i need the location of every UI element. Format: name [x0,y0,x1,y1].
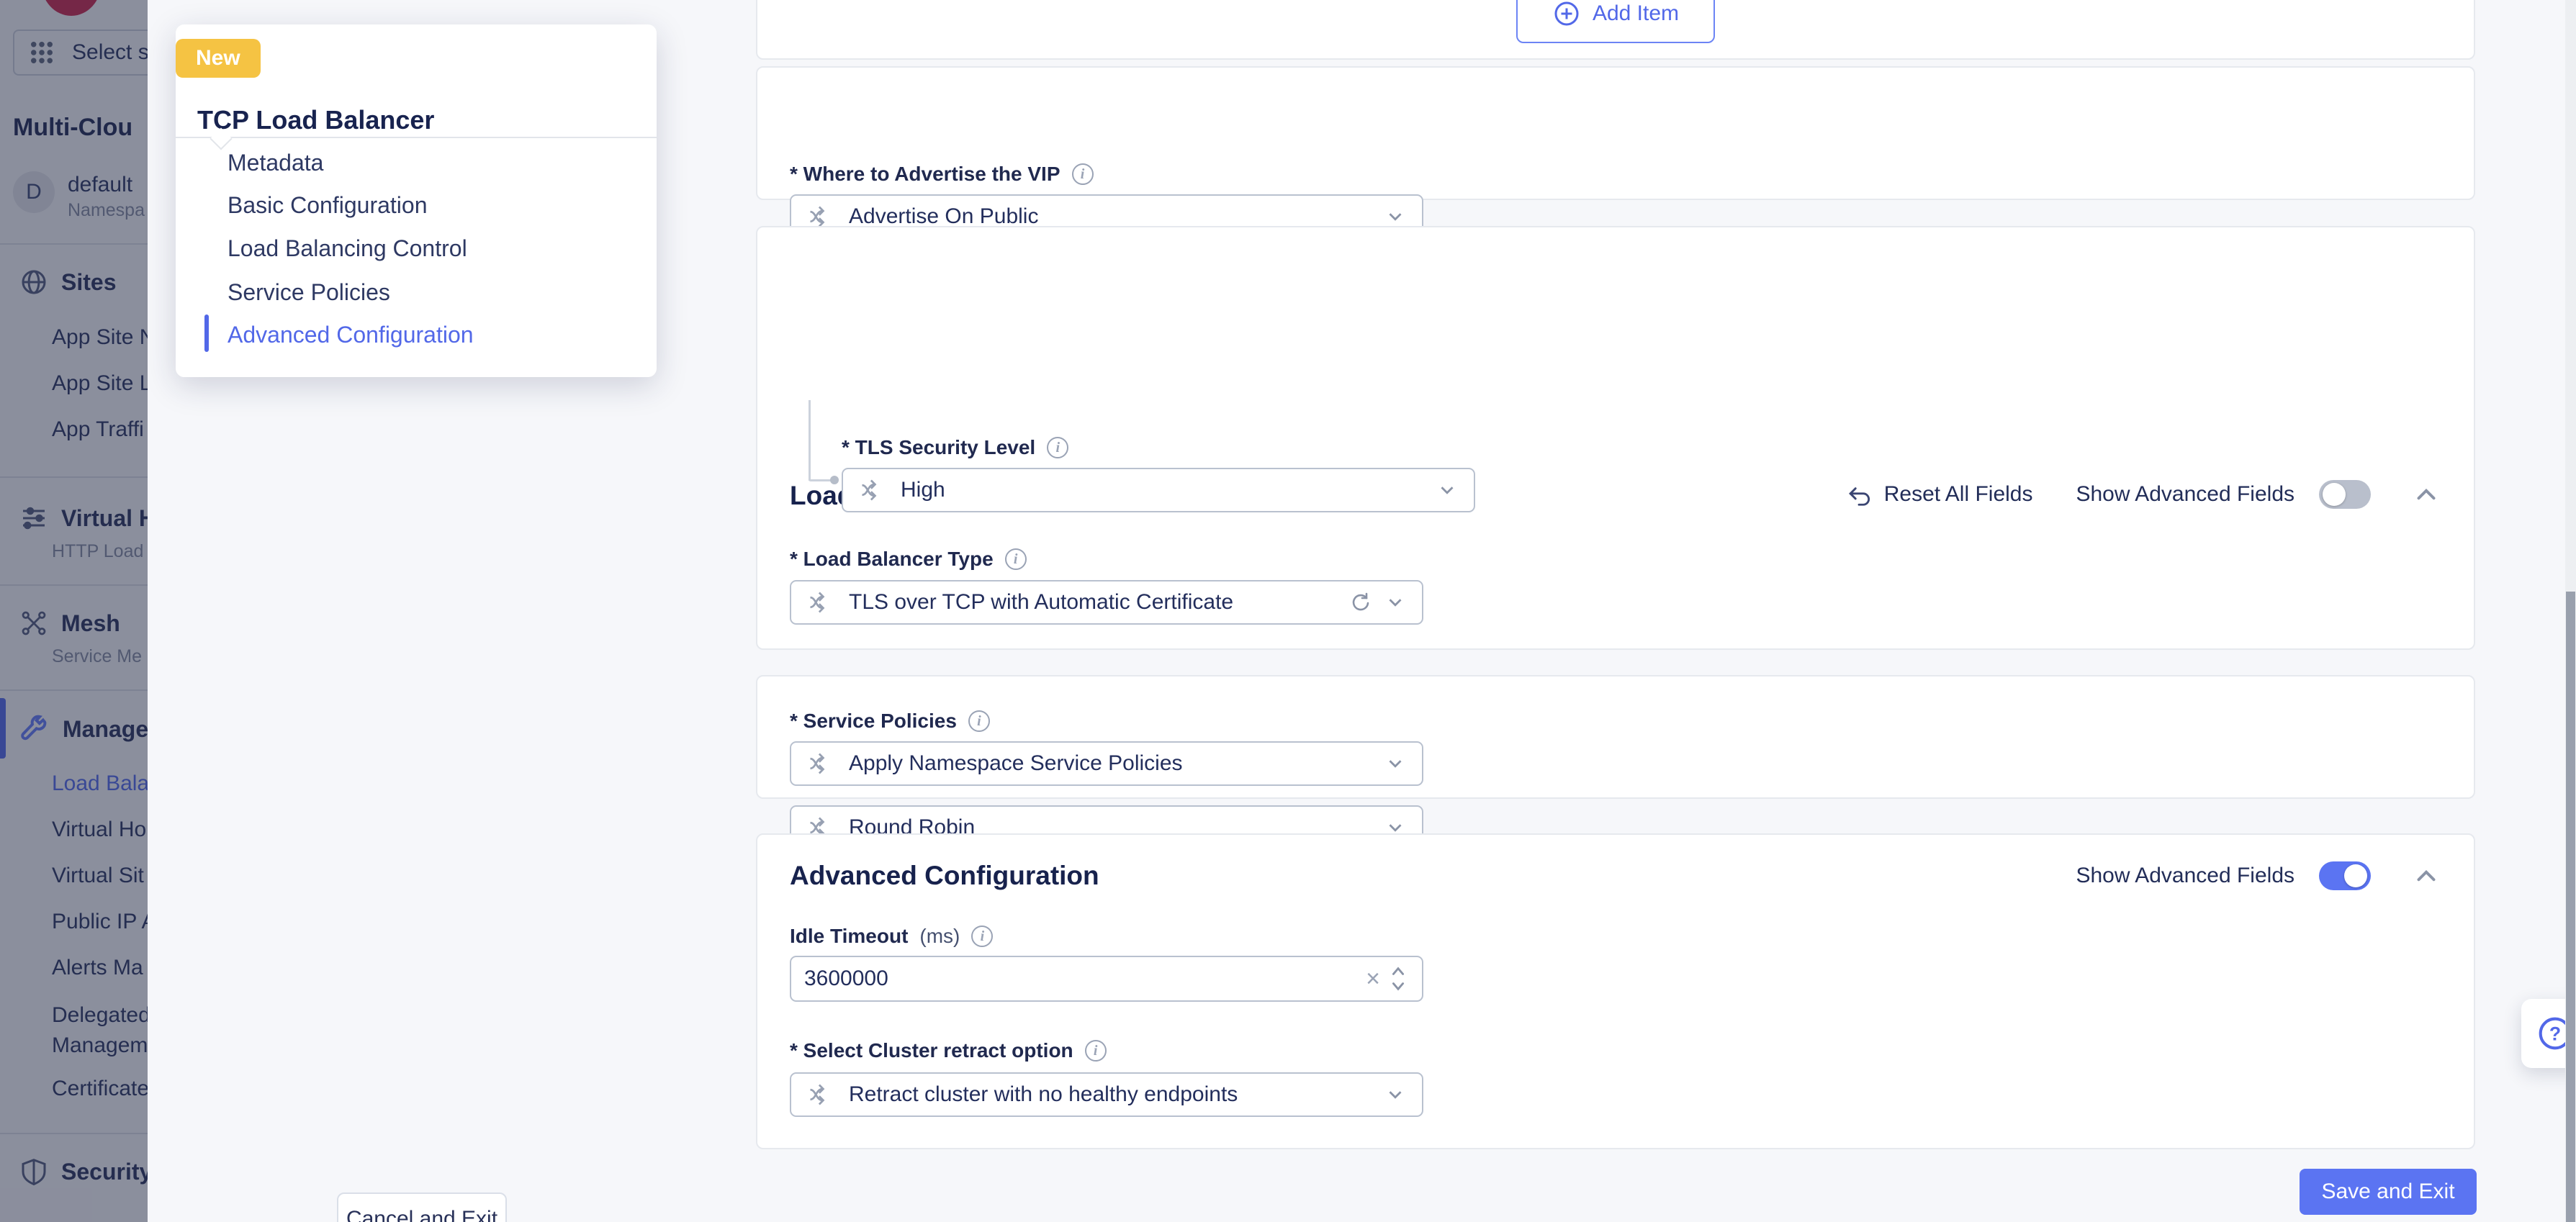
select-type-icon [810,753,825,774]
tls-level-label: * TLS Security Level i [842,436,1069,459]
select-type-icon [810,206,825,227]
add-item-button[interactable]: Add Item [1516,0,1715,43]
chevron-down-icon [1441,486,1454,494]
chevron-down-icon [1389,213,1402,221]
panel-nav-load-balancing-control[interactable]: Load Balancing Control [228,235,467,261]
panel-title: TCP Load Balancer [197,105,435,135]
idle-timeout-field: × [790,956,1423,1002]
svg-text:?: ? [2549,1023,2561,1044]
idle-timeout-label: Idle Timeout (ms) i [790,925,994,948]
load-balancing-control-card: Load Balancing Control Reset All Fields … [756,226,2475,850]
info-icon[interactable]: i [1047,437,1069,458]
tls-level-dropdown-value: High [901,478,945,502]
lb-type-label: * Load Balancer Type i [790,548,1027,571]
service-policies-card: * Service Policies i Apply Namespace Ser… [756,675,2475,799]
info-icon[interactable]: i [1084,1040,1107,1062]
collapse-section-button[interactable] [2411,479,2441,510]
chevron-down-icon [1389,824,1402,832]
info-icon[interactable]: i [1071,163,1094,185]
panel-nav-metadata[interactable]: Metadata [228,150,324,176]
chevron-down-icon [1389,1091,1402,1099]
select-type-icon [810,592,825,613]
reset-all-fields-button[interactable]: Reset All Fields [1845,481,2032,508]
lb-type-dropdown-value: TLS over TCP with Automatic Certificate [849,590,1234,614]
nested-connector-dot [830,476,839,484]
add-item-label: Add Item [1592,1,1680,25]
vip-card: * Where to Advertise the VIP i Advertise… [756,66,2475,239]
lb-type-dropdown[interactable]: TLS over TCP with Automatic Certificate [790,580,1423,625]
cluster-retract-dropdown[interactable]: Retract cluster with no healthy endpoint… [790,1072,1423,1117]
sidebar-dim-overlay [0,0,148,1222]
service-policies-dropdown[interactable]: Apply Namespace Service Policies [790,741,1423,786]
scrollbar-thumb[interactable] [2566,592,2575,1222]
chevron-down-icon [1389,760,1402,768]
vip-dropdown-value: Advertise On Public [849,204,1039,228]
cancel-and-exit-button[interactable]: Cancel and Exit [337,1192,507,1222]
panel-divider [176,137,657,138]
clear-input-icon[interactable]: × [1366,965,1380,992]
chevron-up-icon [2417,488,2436,500]
select-type-icon [810,817,825,838]
info-icon[interactable]: i [971,925,994,947]
vip-field-label: * Where to Advertise the VIP i [790,163,1094,186]
advanced-configuration-card: Advanced Configuration Show Advanced Fie… [756,833,2475,1149]
nested-connector-line [809,400,811,481]
save-and-exit-button[interactable]: Save and Exit [2300,1169,2477,1215]
service-policies-label: * Service Policies i [790,710,990,733]
cluster-retract-dropdown-value: Retract cluster with no healthy endpoint… [849,1082,1238,1106]
cluster-retract-label: * Select Cluster retract option i [790,1039,1107,1062]
show-advanced-fields-toggle[interactable] [2319,861,2371,890]
info-icon[interactable]: i [1004,548,1027,570]
section-header-controls: Reset All Fields Show Advanced Fields [1845,479,2441,510]
chevron-down-icon [1389,599,1402,607]
panel-nav-service-policies[interactable]: Service Policies [228,279,390,305]
nested-connector-line [809,479,833,481]
info-icon[interactable]: i [968,710,990,732]
panel-active-indicator [204,314,209,352]
chevron-up-icon [2417,869,2436,882]
section-heading: Advanced Configuration [790,861,1099,890]
service-policies-dropdown-value: Apply Namespace Service Policies [849,751,1183,775]
plus-circle-icon [1554,1,1579,26]
select-type-icon [810,1084,825,1105]
form-nav-panel: New TCP Load Balancer Metadata Basic Con… [176,24,657,377]
select-type-icon [862,479,877,501]
list-card: Add Item [756,0,2475,60]
panel-nav-advanced-configuration[interactable]: Advanced Configuration [228,322,474,348]
collapse-section-button[interactable] [2411,861,2441,891]
tls-level-dropdown[interactable]: High [842,468,1475,512]
section-header-controls: Show Advanced Fields [2076,861,2441,891]
reset-icon [1848,487,1870,506]
show-advanced-fields-label: Show Advanced Fields [2076,482,2294,506]
show-advanced-fields-toggle[interactable] [2319,480,2371,509]
refresh-icon[interactable] [1348,591,1372,614]
new-badge: New [176,39,261,78]
number-stepper-icon[interactable] [1387,963,1409,995]
show-advanced-fields-label: Show Advanced Fields [2076,864,2294,887]
panel-nav-basic-configuration[interactable]: Basic Configuration [228,192,428,218]
idle-timeout-input[interactable] [804,967,1359,991]
